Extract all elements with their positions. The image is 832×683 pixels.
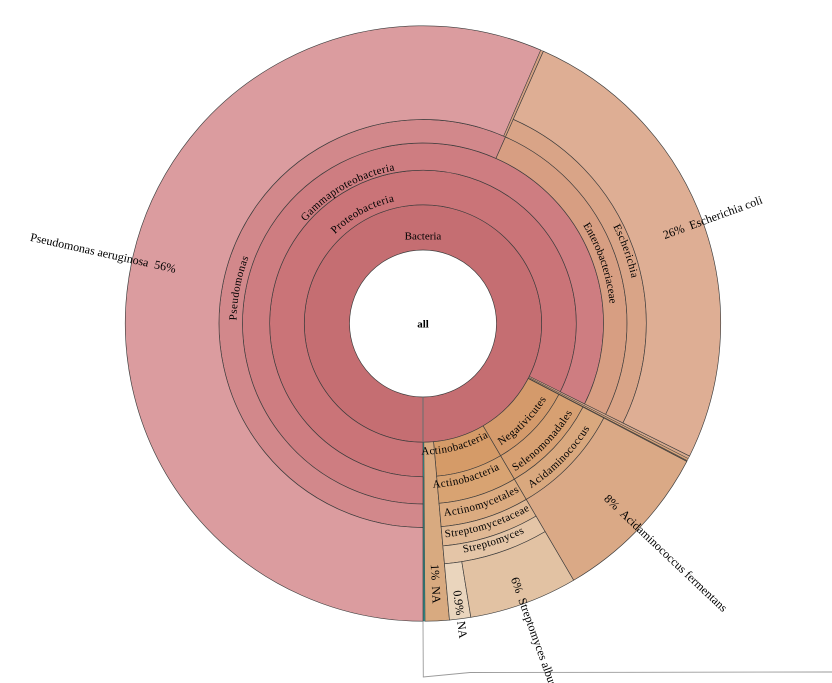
svg-text:all: all — [417, 318, 429, 330]
svg-text:Bacteria: Bacteria — [405, 231, 442, 243]
svg-text:0.9% NA: 0.9% NA — [450, 589, 470, 639]
svg-text:1% NA: 1% NA — [428, 564, 444, 604]
